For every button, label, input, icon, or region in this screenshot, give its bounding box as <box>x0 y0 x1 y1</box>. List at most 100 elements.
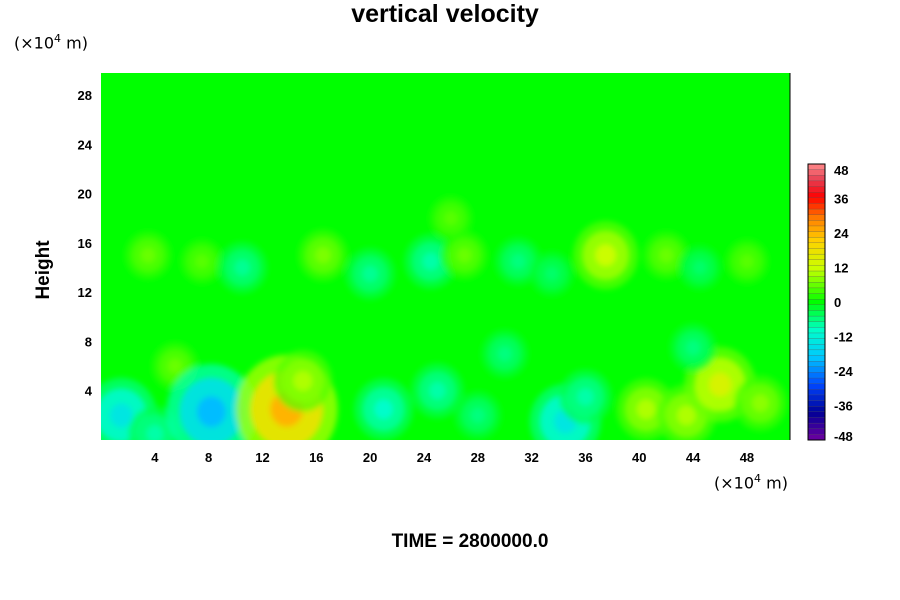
anomaly-core <box>751 394 769 412</box>
colorbar-cell <box>807 315 826 323</box>
colorbar-cell <box>807 282 826 289</box>
colorbar-cell <box>807 332 826 340</box>
colorbar-tick-label: -36 <box>834 399 853 414</box>
colorbar-cell <box>807 253 826 261</box>
colorbar-tick-label: -24 <box>834 364 854 379</box>
x-tick-label: 32 <box>524 450 538 465</box>
colorbar: 48 36 24 12 0 -12 -24 -36 -48 <box>807 163 854 444</box>
colorbar-cell <box>807 293 826 300</box>
x-tick-label: 24 <box>417 450 432 465</box>
colorbar-cell <box>807 434 826 441</box>
colorbar-tick-label: 36 <box>834 192 848 207</box>
anomaly-core <box>167 358 183 374</box>
colorbar-cell <box>807 422 826 430</box>
x-tick-label: 12 <box>255 450 269 465</box>
colorbar-cell <box>807 411 826 418</box>
anomaly-core <box>685 339 701 356</box>
plot-area <box>101 73 791 440</box>
x-tick-label: 8 <box>205 450 212 465</box>
colorbar-tick-label: 12 <box>834 261 848 276</box>
anomaly-core <box>109 403 133 428</box>
anomaly-core <box>194 254 209 269</box>
x-tick-label: 40 <box>632 450 646 465</box>
colorbar-cell <box>807 428 826 435</box>
colorbar-cell <box>807 225 826 233</box>
colorbar-cell <box>807 406 826 413</box>
anomaly-core <box>422 252 440 271</box>
anomaly-core <box>456 247 472 264</box>
anomaly-core <box>443 211 458 226</box>
y-unit-label: (×104 m) <box>14 32 88 53</box>
chart-title: vertical velocity <box>351 0 539 28</box>
x-axis: 4 8 12 16 20 24 28 32 36 40 44 48 <box>151 450 754 465</box>
colorbar-cell <box>807 299 826 306</box>
colorbar-cell <box>807 175 826 182</box>
x-tick-label: 16 <box>309 450 323 465</box>
colorbar-cell <box>807 248 826 255</box>
colorbar-cell <box>807 344 826 351</box>
y-tick-label: 8 <box>85 334 92 349</box>
colorbar-cell <box>807 394 826 402</box>
colorbar-cell <box>807 400 826 407</box>
colorbar-cell <box>807 237 826 244</box>
colorbar-tick-label: 0 <box>834 295 841 310</box>
x-tick-label: 48 <box>740 450 754 465</box>
colorbar-cell <box>807 338 826 345</box>
colorbar-frame <box>807 163 826 441</box>
colorbar-tick-label: -12 <box>834 330 853 345</box>
anomaly-core <box>692 260 707 275</box>
anomaly-core <box>708 372 732 397</box>
colorbar-tick-label: -48 <box>834 429 853 444</box>
anomaly-core <box>362 265 379 283</box>
colorbar-cell <box>807 349 826 356</box>
colorbar-cell <box>807 203 826 210</box>
anomaly-core <box>510 253 526 270</box>
y-tick-label: 4 <box>85 384 93 399</box>
x-tick-label: 44 <box>686 450 701 465</box>
colorbar-cell <box>807 417 826 424</box>
colorbar-cell <box>807 186 826 193</box>
field-anomalies <box>101 195 787 440</box>
colorbar-cell <box>807 310 826 317</box>
colorbar-cell <box>807 197 826 204</box>
colorbar-cell <box>807 355 826 362</box>
anomaly-core <box>658 247 674 264</box>
colorbar-cell <box>807 276 826 283</box>
colorbar-cell <box>807 259 826 266</box>
colorbar-cell <box>807 383 826 390</box>
anomaly-core <box>234 259 251 276</box>
anomaly-layer <box>101 195 787 440</box>
colorbar-cell <box>807 242 826 249</box>
colorbar-cell <box>807 180 826 187</box>
x-tick-label: 36 <box>578 450 592 465</box>
colorbar-cell <box>807 270 826 278</box>
anomaly-core <box>544 266 559 281</box>
colorbar-cell <box>807 214 826 221</box>
anomaly-core <box>595 244 617 267</box>
y-tick-label: 28 <box>78 88 92 103</box>
colorbar-tick-label: 48 <box>834 163 848 178</box>
colorbar-cell <box>807 169 826 176</box>
anomaly-core <box>374 399 394 420</box>
anomaly-core <box>676 405 696 426</box>
x-tick-label: 20 <box>363 450 377 465</box>
colorbar-cell <box>807 377 826 385</box>
colorbar-cell <box>807 304 826 311</box>
colorbar-cell <box>807 163 826 171</box>
colorbar-tick-label: 24 <box>834 226 849 241</box>
x-unit-label: (×104 m) <box>714 472 788 493</box>
y-tick-label: 12 <box>78 285 92 300</box>
colorbar-cell <box>807 220 826 227</box>
anomaly-core <box>636 399 656 420</box>
anomaly-core <box>497 346 513 362</box>
anomaly-core <box>146 425 164 440</box>
colorbar-cell <box>807 287 826 295</box>
colorbar-cell <box>807 372 826 379</box>
anomaly-core <box>470 407 486 424</box>
anomaly-core <box>739 254 754 269</box>
y-tick-label: 16 <box>78 236 92 251</box>
anomaly-core <box>576 388 594 406</box>
y-tick-label: 20 <box>78 187 92 202</box>
anomaly-core <box>293 370 313 391</box>
